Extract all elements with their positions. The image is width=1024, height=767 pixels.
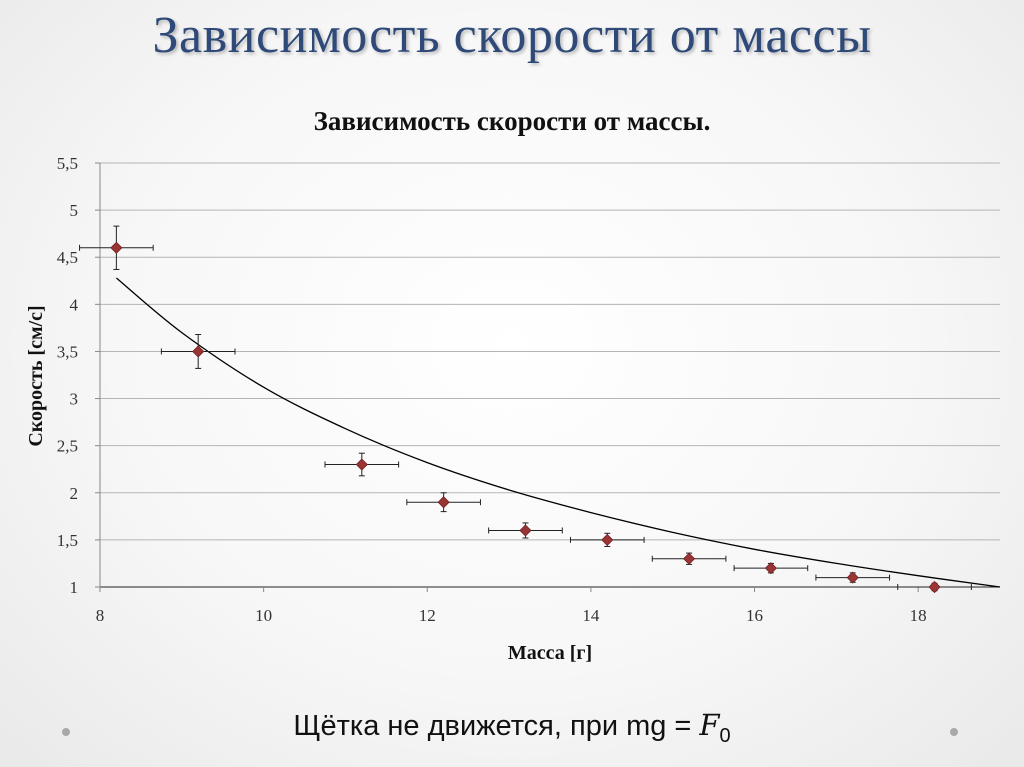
y-tick-label: 5,5 <box>57 154 78 173</box>
footer-formula-subscript: 0 <box>719 724 731 747</box>
right-bullet-dot <box>950 728 958 736</box>
x-tick-label: 10 <box>255 606 272 625</box>
y-tick-label: 1,5 <box>57 531 78 550</box>
data-point <box>764 562 777 575</box>
footer-formula-symbol: F <box>699 708 720 742</box>
data-point <box>110 241 123 254</box>
data-point <box>683 552 696 565</box>
chart-title: Зависимость скорости от массы. <box>314 106 711 136</box>
y-tick-label: 2,5 <box>57 437 78 456</box>
data-point <box>928 580 941 594</box>
data-point <box>192 345 205 358</box>
x-axis-label: Масса [г] <box>508 642 592 664</box>
x-axis-ticks: 8 10 12 14 16 18 <box>96 606 927 625</box>
x-tick-label: 16 <box>746 606 763 625</box>
y-tick-label: 4 <box>70 295 79 314</box>
x-tick-label: 12 <box>419 606 436 625</box>
left-bullet-dot <box>62 728 70 736</box>
y-axis-label: Скорость [см/с] <box>25 305 47 446</box>
data-points <box>110 241 941 594</box>
y-tick-label: 3 <box>70 390 79 409</box>
trendline-path <box>115 277 1001 588</box>
x-tick-label: 14 <box>582 606 600 625</box>
footer-note: Щётка не движется, при mg = F0 <box>0 708 1024 748</box>
data-point <box>355 458 368 471</box>
x-tick-label: 8 <box>96 606 105 625</box>
y-tick-label: 1 <box>70 578 79 597</box>
y-tick-label: 2 <box>70 484 79 503</box>
data-point <box>846 571 859 584</box>
footer-text: Щётка не движется, при mg = <box>293 710 700 742</box>
y-tick-label: 5 <box>70 201 79 220</box>
data-point <box>437 496 450 509</box>
data-point <box>601 533 614 546</box>
data-point <box>519 524 532 537</box>
y-axis-ticks: 1 1,5 2 2,5 3 3,5 4 4,5 5 5,5 <box>57 154 79 597</box>
y-tick-label: 3,5 <box>57 342 78 361</box>
slide-title: Зависимость скорости от массы <box>152 7 872 64</box>
gridlines <box>95 162 1000 592</box>
y-tick-label: 4,5 <box>57 248 78 267</box>
trendline <box>115 277 1001 588</box>
x-tick-label: 18 <box>910 606 927 625</box>
